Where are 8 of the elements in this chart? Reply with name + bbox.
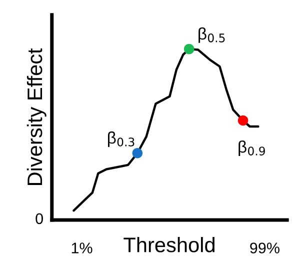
text: 0 <box>36 213 43 224</box>
annotation: β$_{0.9}$ <box>238 140 265 156</box>
x-axis-title: Threshold <box>124 237 214 252</box>
annotation: β$_{0.5}$ <box>198 27 225 43</box>
x-tick-label: 1% <box>72 242 92 254</box>
y-axis-title: Diversity Effect <box>26 48 46 186</box>
x-tick-label: 99% <box>250 242 280 254</box>
annotation: β$_{0.3}$ <box>108 131 134 147</box>
